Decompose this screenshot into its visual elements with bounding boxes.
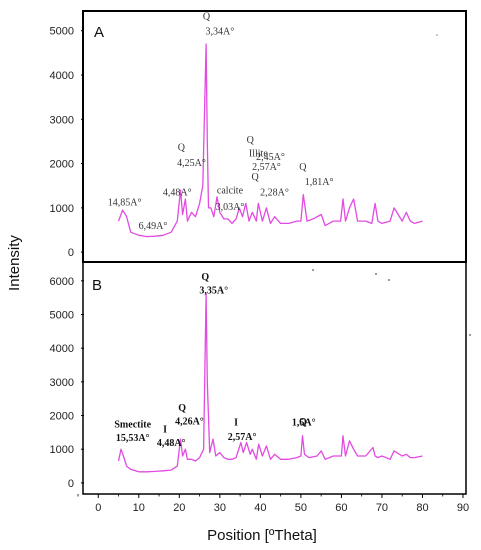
speck <box>388 279 390 281</box>
panel-a-plot: 0 1000 2000 3000 4000 5000 14,85A° 6,49A° 4,48A°… <box>50 12 423 259</box>
x-tick-label: 70 <box>376 502 388 514</box>
x-tick-label: 20 <box>173 502 185 514</box>
panel-b-series-line <box>117 293 423 473</box>
panel-a-ytick-label: 4000 <box>50 70 74 82</box>
panel-b-annotation: 4,26A° <box>175 417 204 428</box>
panel-a-series-line <box>117 43 423 238</box>
panel-b-frame <box>82 261 467 495</box>
panel-b-annotation: Q <box>178 403 186 414</box>
panel-a-ytick-label: 1000 <box>50 203 74 215</box>
speck <box>375 273 377 275</box>
x-axis-title: Position [ºTheta] <box>207 527 317 544</box>
x-axis: 0 10 20 30 40 50 60 70 80 90 <box>77 494 469 514</box>
panel-a-annotation: 4,25A° <box>177 158 206 169</box>
panel-b-annotation: 3,35A° <box>199 286 228 297</box>
panel-b-ytick-label: 4000 <box>50 343 74 355</box>
panel-a-annotation: Q <box>299 162 307 173</box>
panel-a-ytick-label: 2000 <box>50 159 74 171</box>
panel-b-ytick-label: 0 <box>68 478 74 490</box>
panel-b-plot: 0 1000 2000 3000 4000 5000 6000 Q 3,35A° Smectite… <box>50 272 423 490</box>
x-tick-label: 80 <box>416 502 428 514</box>
panel-b-annotation: I <box>163 424 167 435</box>
panel-a-annotation: 6,49A° <box>139 221 168 232</box>
panel-a-ytick-label: 5000 <box>50 26 74 38</box>
panel-a-annotation: Illite <box>249 148 268 159</box>
panel-b-ytick-label: 6000 <box>50 276 74 288</box>
y-axis-title: Intensity <box>6 235 23 291</box>
panel-a-annotation: 2,28A° <box>260 187 289 198</box>
panel-a-annotation: 1,81A° <box>305 177 334 188</box>
panel-a-annotation: Q <box>251 172 259 183</box>
x-tick-label: 0 <box>95 502 101 514</box>
panel-a-annotation: Q <box>203 12 211 23</box>
panel-a-ytick-label: 3000 <box>50 114 74 126</box>
panel-a-annotation: 14,85A° <box>108 198 142 209</box>
panel-a-letter: A <box>94 24 104 41</box>
panel-b-annotation: 4,48A° <box>157 438 186 449</box>
panel-b-annotation: Q <box>299 417 307 428</box>
panel-a-annotation: 4,48A° <box>163 187 192 198</box>
panel-b-annotation: 2,57A° <box>228 432 257 443</box>
panel-b-annotation: Smectite <box>114 419 151 430</box>
speck <box>469 334 471 336</box>
panel-a-ytick-label: 0 <box>68 247 74 259</box>
panel-a-annotation: Q <box>247 135 255 146</box>
x-tick-label: 10 <box>133 502 145 514</box>
x-tick-label: 90 <box>457 502 469 514</box>
panel-b-annotation: I <box>234 418 238 429</box>
speck <box>436 34 438 36</box>
x-tick-label: 60 <box>335 502 347 514</box>
x-tick-label: 50 <box>295 502 307 514</box>
speck <box>312 269 314 271</box>
x-tick-label: 40 <box>254 502 266 514</box>
panel-b-annotation: Q <box>201 272 209 283</box>
panel-b-ytick-label: 2000 <box>50 411 74 423</box>
panel-b-ytick-label: 1000 <box>50 444 74 456</box>
panel-a-annotation: 3,34A° <box>205 27 234 38</box>
panel-b-letter: B <box>92 277 102 294</box>
panel-a-annotation: 2,45A° <box>256 152 285 163</box>
x-tick-label: 30 <box>214 502 226 514</box>
panel-b-ytick-label: 3000 <box>50 377 74 389</box>
panel-b-annotation: 15,53A° <box>116 433 150 444</box>
panel-a-annotation: 3,03A° <box>216 202 245 213</box>
panel-a-annotation: calcite <box>217 186 244 197</box>
panel-b-ytick-label: 5000 <box>50 310 74 322</box>
panel-a-annotation: Q <box>178 143 186 154</box>
panel-a-annotation: 2,57A° <box>252 162 281 173</box>
panel-b-annotation: 1,5A° <box>292 418 316 429</box>
